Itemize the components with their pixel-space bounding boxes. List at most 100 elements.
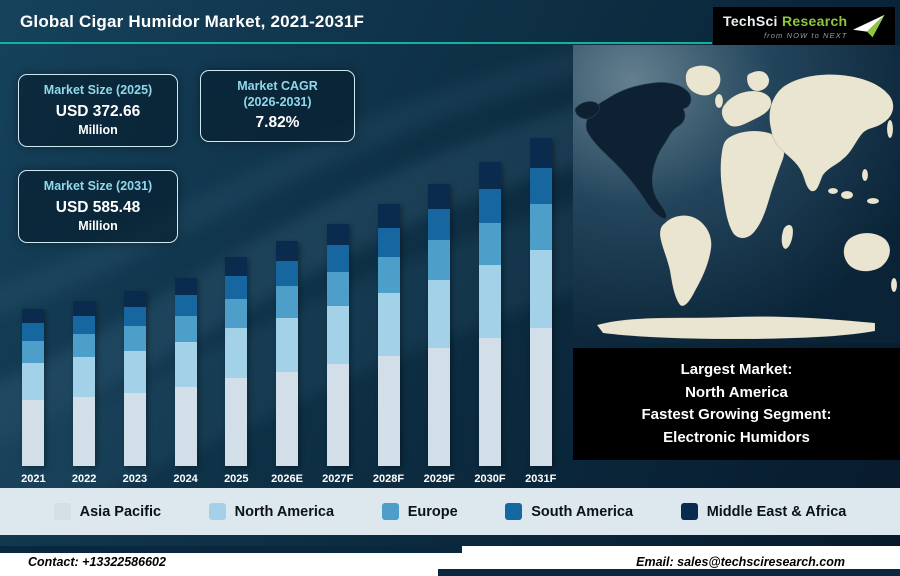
chart-legend: Asia Pacific North America Europe South Ame… <box>0 488 900 535</box>
bar-segment-south-america <box>174 295 197 316</box>
bar-segment-asia-pacific <box>276 371 299 466</box>
footer-contact: Contact: +13322586602 <box>28 555 166 569</box>
market-cagr-value: 7.82% <box>255 114 300 132</box>
market-size-2031-unit: Million <box>78 218 118 233</box>
x-axis-label-2028F: 2028F <box>372 473 405 485</box>
philippines-shape <box>861 168 869 182</box>
x-axis-label-2021: 2021 <box>21 473 46 485</box>
bar-segment-europe <box>428 240 451 280</box>
new-zealand-shape <box>890 277 898 293</box>
footer-accent-bar-left <box>0 546 462 553</box>
borneo-shape <box>840 190 854 200</box>
europe-shape <box>721 90 772 127</box>
market-size-2025-unit: Million <box>78 122 118 137</box>
largest-market-box: Largest Market: North America Fastest Gr… <box>573 348 900 460</box>
bar-segment-asia-pacific <box>174 387 197 466</box>
stacked-bar-2022 <box>73 300 96 466</box>
paper-plane-icon <box>853 14 886 38</box>
bar-segment-europe <box>73 333 96 358</box>
bar-segment-north-america <box>276 317 299 372</box>
bar-slot-2023: 2023 <box>109 291 160 487</box>
bar-segment-europe <box>529 203 552 250</box>
stacked-bar-2023 <box>123 291 146 466</box>
bar-slot-2025: 2025 <box>211 257 262 487</box>
bar-segment-middle-east-africa <box>529 138 552 168</box>
bar-segment-north-america <box>225 328 248 379</box>
market-size-2025-box: Market Size (2025) USD 372.66 Million <box>18 74 178 147</box>
legend-swatch-south-america <box>505 503 523 520</box>
legend-label-south-america: South America <box>531 503 634 520</box>
legend-swatch-middle-east-africa <box>680 503 698 520</box>
x-axis-label-2029F: 2029F <box>423 473 455 485</box>
x-axis-label-2023: 2023 <box>122 473 148 485</box>
bar-segment-asia-pacific <box>22 400 45 466</box>
largest-market-value: North America <box>685 383 788 401</box>
bar-slot-2031F: 2031F <box>515 138 566 487</box>
greenland-shape <box>685 65 721 96</box>
market-size-2031-box: Market Size (2031) USD 585.48 Million <box>18 170 178 243</box>
bar-segment-north-america <box>428 279 451 348</box>
legend-item-south-america: South America <box>505 503 633 520</box>
bar-slot-2027F: 2027F <box>312 223 363 487</box>
legend-item-north-america: North America <box>208 503 334 520</box>
stacked-bar-2025 <box>225 257 248 466</box>
bar-slot-2029F: 2029F <box>414 184 465 487</box>
bar-segment-middle-east-africa <box>22 309 45 324</box>
bar-segment-north-america <box>22 362 45 401</box>
bar-segment-middle-east-africa <box>377 204 400 228</box>
bar-segment-asia-pacific <box>73 396 96 466</box>
footer-email: Email: sales@techsciresearch.com <box>636 555 845 569</box>
legend-label-middle-east-africa: Middle East & Africa <box>706 503 847 520</box>
scandinavia-shape <box>746 70 770 92</box>
bar-segment-europe <box>326 272 349 306</box>
stacked-bar-2021 <box>22 309 45 466</box>
bar-segment-europe <box>123 326 146 351</box>
bar-segment-asia-pacific <box>123 392 146 466</box>
x-axis-label-2030F: 2030F <box>474 473 506 485</box>
north-america-shape <box>585 82 692 220</box>
bar-slot-2024: 2024 <box>160 278 211 487</box>
stacked-bar-2024 <box>174 278 197 466</box>
bar-segment-middle-east-africa <box>276 240 299 262</box>
market-cagr-label: Market CAGR (2026-2031) <box>209 79 346 110</box>
bar-segment-asia-pacific <box>478 338 501 466</box>
alaska-shape <box>574 101 600 120</box>
logo-brand-secondary: Research <box>781 12 848 29</box>
market-size-2025-label: Market Size (2025) <box>43 83 153 97</box>
logo-brand-text: TechSci Research <box>723 13 847 29</box>
bar-segment-asia-pacific <box>529 328 552 466</box>
x-axis-label-2025: 2025 <box>224 473 249 485</box>
bar-segment-south-america <box>225 276 248 300</box>
world-map-panel <box>573 45 900 343</box>
legend-swatch-north-america <box>208 503 226 520</box>
bar-segment-middle-east-africa <box>225 257 248 277</box>
stacked-bar-2030F <box>478 161 501 466</box>
legend-swatch-europe <box>381 503 399 520</box>
bar-segment-north-america <box>326 305 349 365</box>
legend-swatch-asia-pacific <box>53 503 71 520</box>
title-underline <box>0 42 712 44</box>
bar-segment-south-america <box>377 227 400 257</box>
legend-label-asia-pacific: Asia Pacific <box>79 503 162 520</box>
fastest-segment-value: Electronic Humidors <box>663 428 810 446</box>
bar-segment-middle-east-africa <box>174 278 197 296</box>
bar-segment-south-america <box>22 323 45 341</box>
legend-item-middle-east-africa: Middle East & Africa <box>680 503 847 520</box>
bar-segment-south-america <box>428 209 451 241</box>
madagascar-shape <box>781 224 794 250</box>
bar-segment-south-america <box>73 315 96 334</box>
antarctica-shape <box>596 316 876 340</box>
world-map <box>573 45 900 343</box>
bar-segment-middle-east-africa <box>478 161 501 190</box>
fastest-segment-label: Fastest Growing Segment: <box>641 406 832 423</box>
japan-shape <box>886 119 894 139</box>
bar-slot-2021: 2021 <box>8 309 59 487</box>
legend-item-asia-pacific: Asia Pacific <box>53 503 162 520</box>
techsci-logo: TechSci Research from NOW to NEXT <box>713 7 895 45</box>
bar-slot-2028F: 2028F <box>363 204 414 487</box>
bar-segment-asia-pacific <box>428 347 451 466</box>
bar-slot-2026E: 2026E <box>262 240 313 487</box>
bar-segment-north-america <box>529 249 552 329</box>
stacked-bar-2029F <box>428 184 451 466</box>
bar-segment-north-america <box>123 350 146 393</box>
